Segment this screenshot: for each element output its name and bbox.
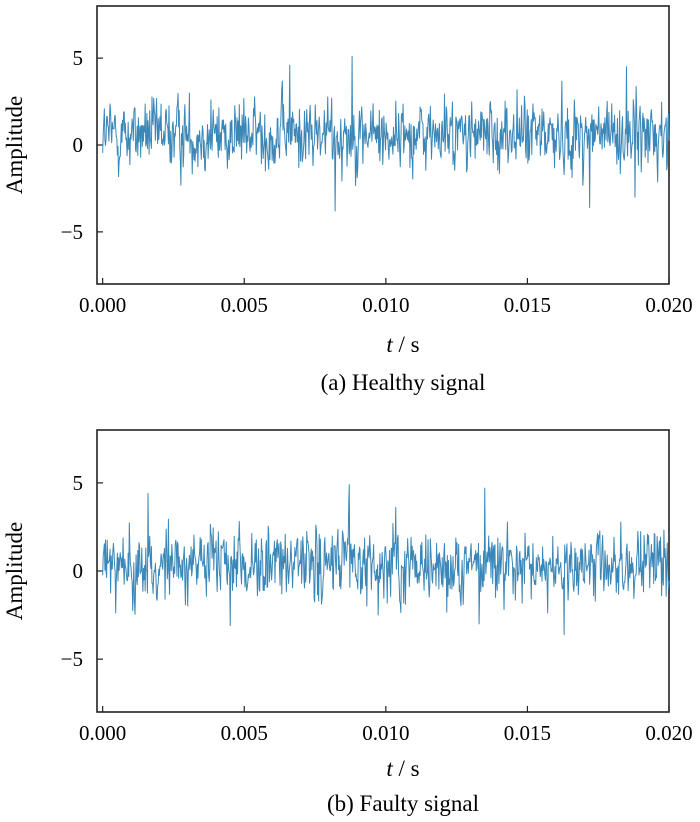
x-tick-label: 0.020 <box>645 721 692 745</box>
x-axis-label-symbol: t <box>386 756 393 781</box>
x-tick-label: 0.015 <box>504 721 551 745</box>
x-tick-label: 0.020 <box>645 293 692 317</box>
y-tick-label: 5 <box>73 471 84 495</box>
x-axis-label-unit: / s <box>393 332 420 357</box>
y-axis-label: Amplitude <box>2 522 27 620</box>
panel-caption: (a) Healthy signal <box>321 370 486 395</box>
x-tick-label: 0.010 <box>362 721 409 745</box>
x-tick-label: 0.005 <box>221 293 268 317</box>
panel-faulty: 0.000 0.005 0.010 0.015 0.020 5 0 −5 Amplitude… <box>2 429 693 816</box>
x-axis-label: t / s <box>386 332 419 357</box>
x-axis-label-unit: / s <box>393 756 420 781</box>
y-tick-label: 0 <box>73 133 84 157</box>
y-axis-label: Amplitude <box>2 96 27 194</box>
x-tick-label: 0.005 <box>221 721 268 745</box>
panel-caption: (b) Faulty signal <box>327 791 479 816</box>
y-tick-label: 5 <box>73 46 84 70</box>
series-line <box>102 484 670 635</box>
x-tick-label: 0.000 <box>79 721 126 745</box>
y-tick-label: 0 <box>73 559 84 583</box>
y-tick-label: −5 <box>61 647 83 671</box>
series-line <box>102 55 670 212</box>
x-tick-label: 0.015 <box>504 293 551 317</box>
x-tick-label: 0.010 <box>362 293 409 317</box>
x-axis-label-symbol: t <box>386 332 393 357</box>
x-axis-label: t / s <box>386 756 419 781</box>
y-tick-label: −5 <box>61 220 83 244</box>
x-tick-label: 0.000 <box>79 293 126 317</box>
panel-healthy: 0.000 0.005 0.010 0.015 0.020 5 0 −5 Amplitude… <box>2 5 693 395</box>
